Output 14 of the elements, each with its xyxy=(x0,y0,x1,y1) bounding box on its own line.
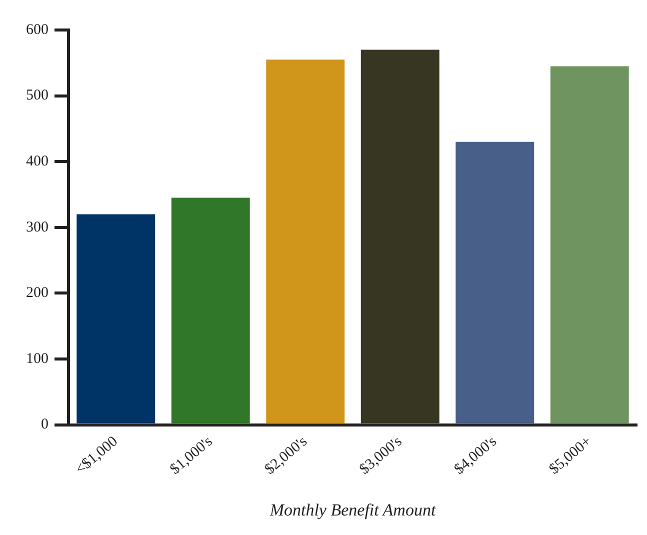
y-tick-label: 0 xyxy=(41,416,48,433)
bar xyxy=(171,198,250,424)
y-tick-label: 300 xyxy=(26,219,48,236)
bar xyxy=(456,142,534,424)
y-tick-label: 200 xyxy=(26,285,48,302)
bar xyxy=(550,66,629,424)
y-tick-label: 100 xyxy=(26,350,48,367)
bar xyxy=(76,214,156,424)
x-axis-title: Monthly Benefit Amount xyxy=(268,500,437,520)
y-tick-label: 400 xyxy=(26,154,48,170)
bar xyxy=(266,60,345,424)
bar xyxy=(360,50,440,424)
y-tick-label: 500 xyxy=(26,88,48,104)
y-tick-label: 600 xyxy=(26,22,48,38)
